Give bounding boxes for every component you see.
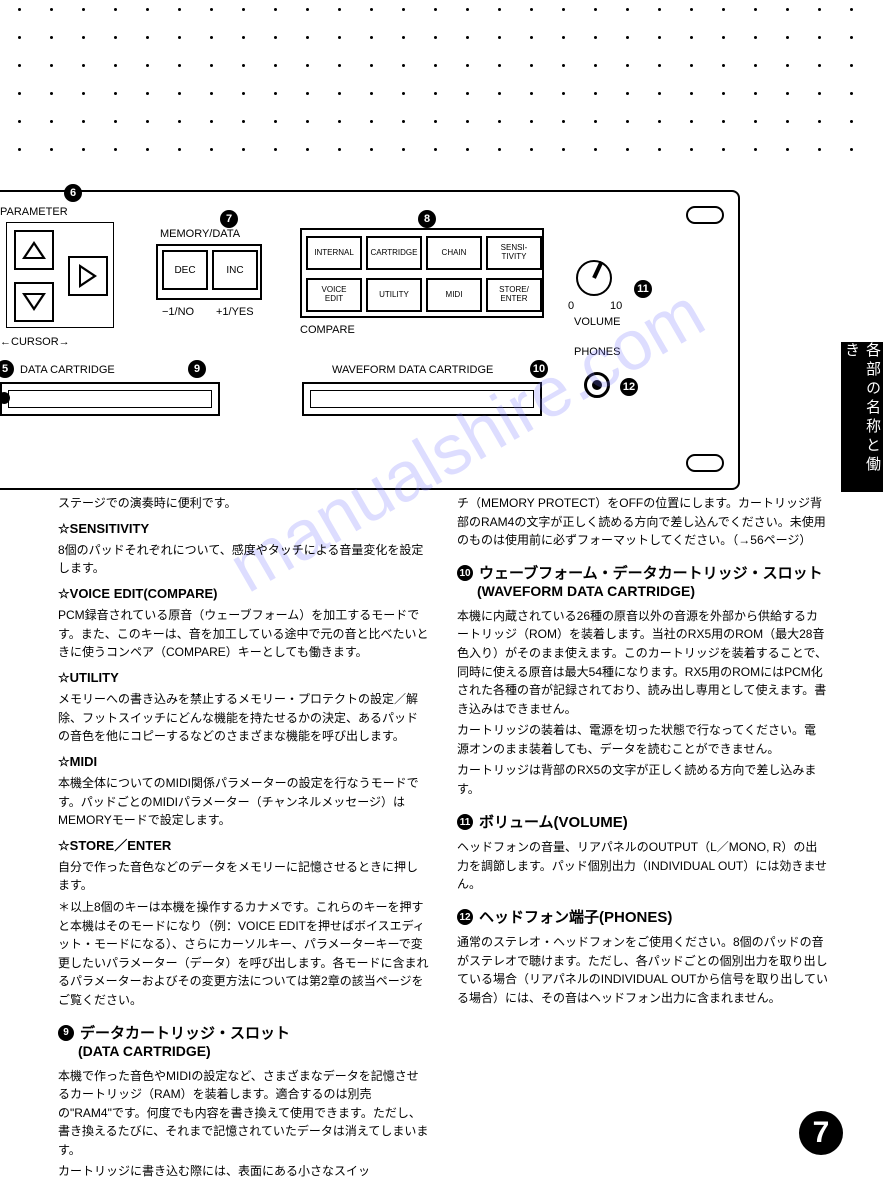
- dec-button: DEC: [162, 250, 208, 290]
- store-para1: 自分で作った音色などのデータをメモリーに記憶させるときに押します。: [58, 858, 429, 895]
- badge-9-inline: 9: [58, 1025, 74, 1041]
- badge-11-inline: 11: [457, 814, 473, 830]
- midi-para: 本機全体についてのMIDI関係パラメーターの設定を行なうモードです。パッドごとの…: [58, 774, 429, 830]
- phones-para: 通常のステレオ・ヘッドフォンをご使用ください。8個のパッドの音がステレオで聴けま…: [457, 933, 828, 1007]
- datacart-para1: 本機で作った音色やMIDIの設定など、さまざまなデータを記憶させるカートリッジ（…: [58, 1067, 429, 1160]
- phones-label: PHONES: [574, 346, 620, 358]
- badge-6: 6: [64, 184, 82, 202]
- badge-9: 9: [188, 360, 206, 378]
- mode-button-internal: INTERNAL: [306, 236, 362, 270]
- cont-para: チ（MEMORY PROTECT）をOFFの位置にします。カートリッジ背部のRA…: [457, 494, 828, 550]
- mode-button-utility: UTILITY: [366, 278, 422, 312]
- sensitivity-heading: ☆SENSITIVITY: [58, 519, 429, 539]
- volume-knob: [576, 260, 612, 296]
- store-heading: ☆STORE／ENTER: [58, 836, 429, 856]
- data-cartridge-slot: [0, 382, 220, 416]
- wave-para3: カートリッジは背部のRX5の文字が正しく読める方向で差し込みます。: [457, 761, 828, 798]
- mounting-hole-bottom: [686, 454, 724, 472]
- mode-button-midi: MIDI: [426, 278, 482, 312]
- utility-heading: ☆UTILITY: [58, 668, 429, 688]
- body-text: ステージでの演奏時に便利です。 ☆SENSITIVITY 8個のパッドそれぞれに…: [58, 494, 828, 1184]
- store-para2: ＊以上8個のキーは本機を操作するカナメです。これらのキーを押すと本機はそのモード…: [58, 898, 429, 1010]
- badge-11: 11: [634, 280, 652, 298]
- wave-cart-label: WAVEFORM DATA CARTRIDGE: [332, 364, 493, 376]
- vol-0: 0: [568, 300, 574, 312]
- mode-button-chain: CHAIN: [426, 236, 482, 270]
- volume-heading: 11 ボリューム(VOLUME): [457, 811, 828, 834]
- wave-para2: カートリッジの装着は、電源を切った状態で行なってください。電源オンのまま装着して…: [457, 721, 828, 758]
- right-column: チ（MEMORY PROTECT）をOFFの位置にします。カートリッジ背部のRA…: [457, 494, 828, 1184]
- midi-heading: ☆MIDI: [58, 752, 429, 772]
- waveform-cartridge-slot: [302, 382, 542, 416]
- badge-7: 7: [220, 210, 238, 228]
- data-cart-label: DATA CARTRIDGE: [20, 364, 115, 376]
- badge-5: 5: [0, 360, 14, 378]
- voiceedit-para: PCM録音されている原音（ウェーブフォーム）を加工するモードです。また、このキー…: [58, 606, 429, 662]
- phones-jack: [584, 372, 610, 398]
- badge-12-inline: 12: [457, 909, 473, 925]
- wave-para1: 本機に内蔵されている26種の原音以外の音源を外部から供給するカートリッジ（ROM…: [457, 607, 828, 719]
- volume-label: VOLUME: [574, 316, 620, 328]
- mode-button-voice-edit: VOICE EDIT: [306, 278, 362, 312]
- compare-label: COMPARE: [300, 324, 355, 336]
- left-column: ステージでの演奏時に便利です。 ☆SENSITIVITY 8個のパッドそれぞれに…: [58, 494, 429, 1184]
- vol-10: 10: [610, 300, 622, 312]
- phones-heading: 12 ヘッドフォン端子(PHONES): [457, 906, 828, 929]
- parameter-label: PARAMETER: [0, 206, 68, 218]
- minus1-label: −1/NO: [162, 306, 194, 318]
- badge-10-inline: 10: [457, 565, 473, 581]
- badge-8: 8: [418, 210, 436, 228]
- memory-data-label: MEMORY/DATA: [160, 228, 240, 240]
- side-tab: 各部の名称と働き: [841, 342, 883, 492]
- badge-12: 12: [620, 378, 638, 396]
- mode-button-cartridge: CARTRIDGE: [366, 236, 422, 270]
- cursor-label: CURSOR: [11, 336, 59, 348]
- mounting-hole-top: [686, 206, 724, 224]
- badge-10: 10: [530, 360, 548, 378]
- device-panel-diagram: 6 7 8 5 9 10 11 12 PARAMETER ←CURSOR→ ME…: [0, 190, 740, 490]
- datacart-para2: カートリッジに書き込む際には、表面にある小さなスイッ: [58, 1162, 429, 1181]
- volume-para: ヘッドフォンの音量、リアパネルのOUTPUT（L／MONO, R）の出力を調節し…: [457, 838, 828, 894]
- inc-button: INC: [212, 250, 258, 290]
- plus1-label: +1/YES: [216, 306, 254, 318]
- mode-button-sensi-tivity: SENSI- TIVITY: [486, 236, 542, 270]
- utility-para: メモリーへの書き込みを禁止するメモリー・プロテクトの設定／解除、フットスイッチに…: [58, 690, 429, 746]
- page-number: 7: [799, 1111, 843, 1155]
- mode-button-store-enter: STORE/ ENTER: [486, 278, 542, 312]
- dot-pattern: [0, 0, 883, 180]
- sensitivity-para: 8個のパッドそれぞれについて、感度やタッチによる音量変化を設定します。: [58, 541, 429, 578]
- intro-text: ステージでの演奏時に便利です。: [58, 494, 429, 513]
- voiceedit-heading: ☆VOICE EDIT(COMPARE): [58, 584, 429, 604]
